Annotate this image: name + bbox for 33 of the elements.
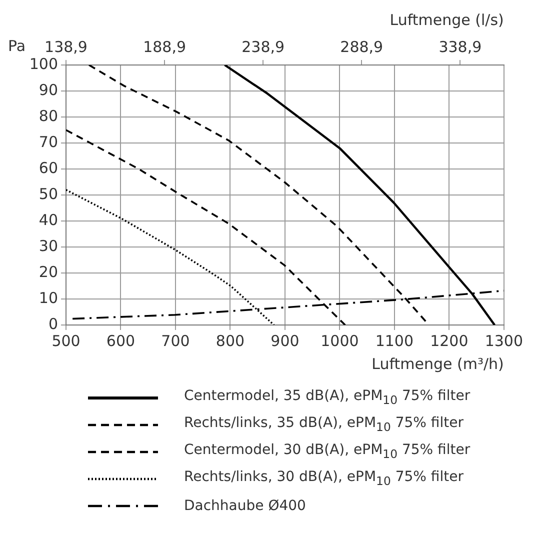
x2-tick-label: 138,9 (44, 38, 88, 56)
x2-tick-label: 288,9 (340, 38, 384, 56)
y-tick-label: 50 (38, 184, 58, 203)
x-tick-label: 900 (270, 332, 300, 350)
y-tick-label: 100 (29, 54, 58, 73)
legend-label: Centermodel, 35 dB(A), ePM$_{10}$ 75% filter (184, 388, 470, 407)
y-tick-label: 70 (38, 132, 58, 151)
x2-tick-label: 238,9 (242, 38, 285, 56)
y-tick-label: 0 (48, 314, 58, 333)
x2-axis-title: Luftmenge (l/s) (390, 10, 504, 29)
legend-label: Dachhaube Ø400 (184, 498, 306, 514)
x2-tick-label: 338,9 (438, 38, 482, 56)
y-tick-label: 90 (38, 80, 58, 99)
y-tick-label: 60 (38, 158, 58, 177)
x-tick-label: 500 (52, 332, 80, 350)
x-tick-label: 1100 (375, 332, 414, 350)
x-axis-title: Luftmenge (m³/h) (372, 354, 504, 373)
legend-label: Centermodel, 30 dB(A), ePM$_{10}$ 75% filter (184, 442, 470, 461)
legend-label: Rechts/links, 30 dB(A), ePM$_{10}$ 75% filter (184, 469, 464, 488)
y-tick-label: 80 (38, 106, 58, 125)
y-tick-label: 40 (38, 210, 58, 229)
x2-tick-label: 188,9 (143, 38, 186, 56)
y-tick-label: 10 (38, 288, 58, 307)
x-tick-label: 600 (106, 332, 136, 350)
x-tick-label: 700 (161, 332, 190, 350)
y-axis-title: Pa (8, 36, 26, 55)
x-tick-label: 1200 (430, 332, 468, 350)
x-tick-label: 1000 (320, 332, 359, 350)
x-tick-label: 800 (216, 332, 245, 350)
x-tick-label: 1300 (484, 332, 524, 350)
y-tick-label: 30 (38, 236, 58, 255)
y-tick-label: 20 (38, 262, 58, 281)
legend-label: Rechts/links, 35 dB(A), ePM$_{10}$ 75% filter (184, 415, 464, 434)
